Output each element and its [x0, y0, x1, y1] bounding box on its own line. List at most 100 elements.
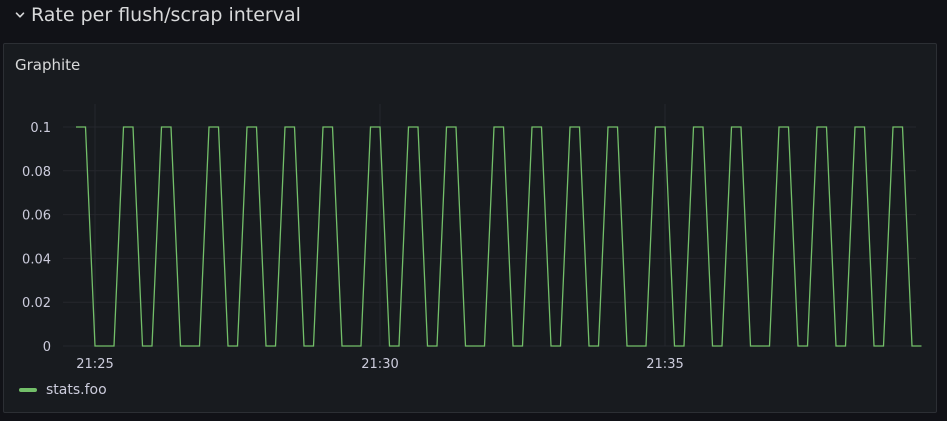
- data-point[interactable]: [103, 344, 107, 348]
- data-point[interactable]: [540, 125, 544, 129]
- data-point[interactable]: [454, 125, 458, 129]
- data-point[interactable]: [141, 344, 145, 348]
- data-point[interactable]: [578, 125, 582, 129]
- data-point[interactable]: [226, 344, 230, 348]
- x-tick-label: 21:25: [76, 357, 113, 372]
- data-point[interactable]: [891, 125, 895, 129]
- row-title[interactable]: Rate per flush/scrap interval: [31, 4, 301, 26]
- data-point[interactable]: [768, 344, 772, 348]
- data-point[interactable]: [806, 344, 810, 348]
- data-point[interactable]: [787, 125, 791, 129]
- data-point[interactable]: [84, 125, 88, 129]
- data-point[interactable]: [796, 344, 800, 348]
- data-point[interactable]: [150, 344, 154, 348]
- data-point[interactable]: [492, 125, 496, 129]
- data-point[interactable]: [635, 344, 639, 348]
- data-point[interactable]: [236, 344, 240, 348]
- data-point[interactable]: [169, 125, 173, 129]
- data-point[interactable]: [93, 344, 97, 348]
- data-point[interactable]: [331, 125, 335, 129]
- data-point[interactable]: [758, 344, 762, 348]
- data-point[interactable]: [511, 344, 515, 348]
- data-point[interactable]: [815, 125, 819, 129]
- data-point[interactable]: [74, 125, 78, 129]
- data-point[interactable]: [644, 344, 648, 348]
- data-point[interactable]: [321, 125, 325, 129]
- data-point[interactable]: [283, 125, 287, 129]
- data-point[interactable]: [255, 125, 259, 129]
- data-point[interactable]: [198, 344, 202, 348]
- data-point[interactable]: [559, 344, 563, 348]
- legend-swatch: [19, 388, 37, 392]
- data-point[interactable]: [445, 125, 449, 129]
- data-point[interactable]: [502, 125, 506, 129]
- data-point[interactable]: [844, 344, 848, 348]
- data-point[interactable]: [597, 344, 601, 348]
- series-line-stats-foo[interactable]: [76, 126, 922, 347]
- data-point[interactable]: [749, 344, 753, 348]
- data-point[interactable]: [530, 125, 534, 129]
- data-point[interactable]: [188, 344, 192, 348]
- data-point[interactable]: [616, 125, 620, 129]
- legend-item-stats-foo[interactable]: stats.foo: [19, 381, 107, 399]
- row-header[interactable]: Rate per flush/scrap interval: [0, 0, 947, 36]
- data-point[interactable]: [378, 125, 382, 129]
- data-point[interactable]: [834, 344, 838, 348]
- data-point[interactable]: [606, 125, 610, 129]
- data-point[interactable]: [863, 125, 867, 129]
- panel-title[interactable]: Graphite: [15, 56, 81, 74]
- data-point[interactable]: [426, 344, 430, 348]
- data-point[interactable]: [777, 125, 781, 129]
- data-point[interactable]: [549, 344, 553, 348]
- data-point[interactable]: [274, 344, 278, 348]
- data-point[interactable]: [720, 344, 724, 348]
- data-point[interactable]: [910, 344, 914, 348]
- data-point[interactable]: [730, 125, 734, 129]
- data-point[interactable]: [312, 344, 316, 348]
- data-point[interactable]: [217, 125, 221, 129]
- data-point[interactable]: [825, 125, 829, 129]
- data-point[interactable]: [701, 125, 705, 129]
- data-point[interactable]: [350, 344, 354, 348]
- data-point[interactable]: [131, 125, 135, 129]
- data-point[interactable]: [568, 125, 572, 129]
- data-point[interactable]: [160, 125, 164, 129]
- data-point[interactable]: [483, 344, 487, 348]
- data-point[interactable]: [682, 344, 686, 348]
- data-point[interactable]: [407, 125, 411, 129]
- data-point[interactable]: [302, 344, 306, 348]
- data-point[interactable]: [340, 344, 344, 348]
- data-point[interactable]: [122, 125, 126, 129]
- data-point[interactable]: [663, 125, 667, 129]
- chevron-down-icon[interactable]: [14, 9, 26, 21]
- data-point[interactable]: [207, 125, 211, 129]
- data-point[interactable]: [521, 344, 525, 348]
- data-point[interactable]: [245, 125, 249, 129]
- data-point[interactable]: [692, 125, 696, 129]
- data-point[interactable]: [388, 344, 392, 348]
- data-point[interactable]: [112, 344, 116, 348]
- data-point[interactable]: [179, 344, 183, 348]
- data-point[interactable]: [901, 125, 905, 129]
- data-point[interactable]: [739, 125, 743, 129]
- data-point[interactable]: [435, 344, 439, 348]
- data-point[interactable]: [920, 344, 924, 348]
- data-point[interactable]: [369, 125, 373, 129]
- data-point[interactable]: [416, 125, 420, 129]
- data-point[interactable]: [882, 344, 886, 348]
- data-point[interactable]: [711, 344, 715, 348]
- data-point[interactable]: [397, 344, 401, 348]
- legend-label: stats.foo: [46, 382, 107, 398]
- data-point[interactable]: [872, 344, 876, 348]
- data-point[interactable]: [359, 344, 363, 348]
- data-point[interactable]: [625, 344, 629, 348]
- data-point[interactable]: [654, 125, 658, 129]
- data-point[interactable]: [673, 344, 677, 348]
- data-point[interactable]: [264, 344, 268, 348]
- data-point[interactable]: [293, 125, 297, 129]
- series-layer[interactable]: [74, 125, 924, 348]
- data-point[interactable]: [473, 344, 477, 348]
- data-point[interactable]: [587, 344, 591, 348]
- data-point[interactable]: [464, 344, 468, 348]
- data-point[interactable]: [853, 125, 857, 129]
